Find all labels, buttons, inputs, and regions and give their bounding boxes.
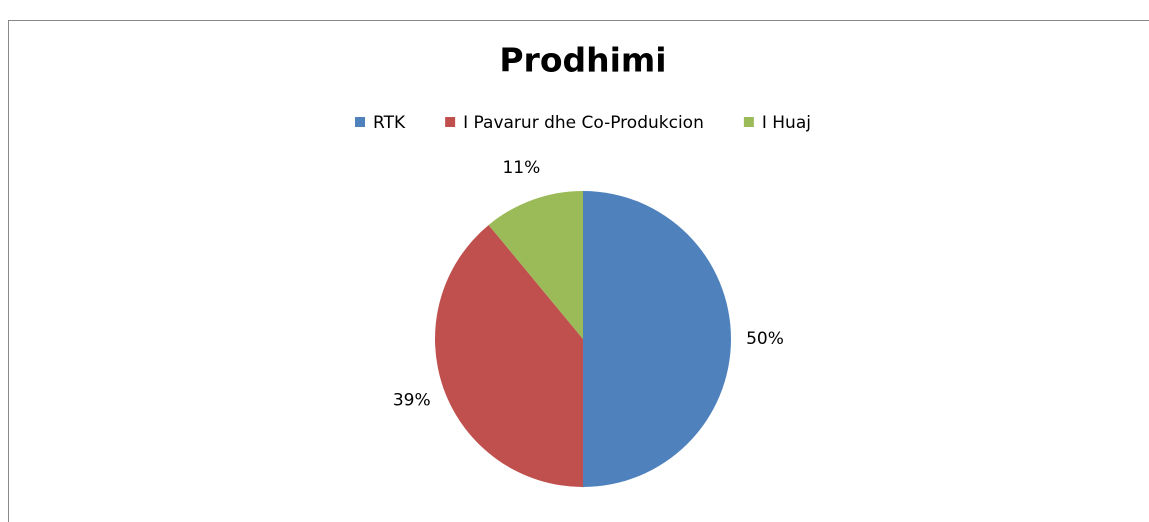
legend-swatch	[445, 117, 456, 127]
pie-slice	[583, 191, 731, 487]
data-label: 11%	[502, 158, 540, 178]
pie-slice	[488, 191, 583, 339]
legend-label: I Pavarur dhe Co-Produkcion	[463, 113, 704, 133]
pie-slice	[434, 224, 583, 488]
legend-swatch	[743, 117, 754, 127]
chart-title: Prodhimi	[499, 41, 666, 80]
data-label: 39%	[393, 391, 431, 411]
legend-swatch	[355, 117, 366, 127]
legend-label: RTK	[373, 113, 406, 133]
legend-label: I Huaj	[762, 113, 811, 133]
data-label: 50%	[746, 329, 784, 349]
